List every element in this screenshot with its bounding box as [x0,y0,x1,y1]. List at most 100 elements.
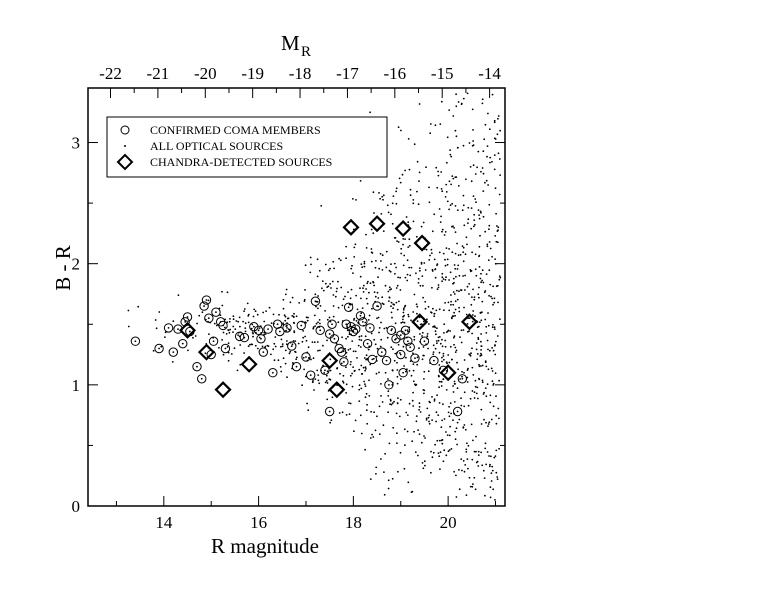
optical-source-dot [304,335,306,338]
optical-source-dot [443,358,445,361]
optical-source-dot [351,264,353,267]
optical-source-dot [369,282,372,284]
optical-source-dot [340,286,343,289]
optical-source-dot [444,231,447,233]
optical-source-dot [477,454,480,456]
optical-source-dot [496,230,499,233]
optical-source-dot [257,347,259,350]
optical-source-dot [344,295,346,298]
optical-source-dot [495,240,498,243]
optical-source-dot [375,260,377,262]
optical-source-dot [390,403,393,406]
optical-source-dot [494,455,497,457]
optical-source-dot [412,363,415,366]
optical-source-dot [326,398,329,401]
optical-source-dot [419,284,422,287]
optical-source-dot [487,112,489,115]
optical-source-dot [485,365,488,368]
optical-source-dot [393,359,396,362]
optical-source-dot [454,346,457,349]
optical-source-dot [468,283,471,285]
optical-source-dot [270,353,272,356]
optical-source-dot [385,327,388,329]
optical-source-dot [474,198,477,200]
optical-source-dot [492,488,495,491]
optical-source-dot [495,212,497,215]
optical-source-dot [446,263,449,266]
optical-source-dot [417,282,420,284]
optical-source-dot [137,305,140,308]
top-tick-label: -18 [289,64,312,83]
optical-source-dot [379,345,382,348]
optical-source-dot [482,393,485,395]
optical-source-dot [281,345,284,348]
optical-source-dot [482,469,485,472]
optical-source-dot [379,252,382,255]
coma-member-point [258,347,269,357]
optical-source-dot [489,247,492,250]
optical-source-dot [384,452,386,455]
optical-source-dot [207,299,210,302]
optical-source-dot [335,290,338,293]
coma-member-point [386,325,396,336]
optical-source-dot [348,303,351,306]
optical-source-dot [367,319,370,321]
optical-source-dot [351,340,354,342]
top-tick-label: -19 [241,64,264,83]
coma-member-point [310,296,321,306]
legend-label-coma: CONFIRMED COMA MEMBERS [150,123,321,137]
optical-source-dot [486,383,489,386]
optical-source-dot [293,331,296,334]
coma-member-point [327,319,337,329]
optical-source-dot [434,347,437,350]
optical-source-dot [471,251,473,254]
optical-source-dot [449,271,452,274]
optical-source-dot [441,276,444,279]
optical-source-dot [434,268,436,271]
optical-source-dot [226,346,229,348]
optical-source-dot [474,173,477,175]
optical-source-dot [481,381,484,384]
optical-source-dot [414,451,417,453]
optical-source-dot [227,359,230,362]
optical-source-dot [350,267,353,270]
optical-source-dot [416,312,418,315]
coma-member-point [398,368,408,378]
optical-source-dot [366,422,369,425]
optical-source-dot [487,423,490,425]
optical-source-dot [360,339,363,342]
optical-source-dot [453,264,456,266]
optical-source-dot [460,458,463,460]
coma-member-center [340,351,343,354]
optical-source-dot [493,154,496,157]
optical-source-dot [456,242,458,245]
optical-source-dot [422,354,425,357]
optical-source-dot [497,152,500,155]
optical-source-dot [396,369,399,371]
optical-source-dot [444,339,447,342]
optical-source-dot [277,359,280,362]
chandra-source-point [197,343,216,361]
optical-source-dot [322,344,324,347]
optical-source-dot [415,415,418,417]
optical-source-dot [480,340,482,343]
optical-source-dot [444,345,447,348]
optical-source-dot [368,395,371,397]
optical-source-dot [453,336,455,339]
optical-source-dot [294,340,297,342]
plot-frame [87,87,506,507]
optical-source-dot [488,128,491,131]
optical-source-dot [456,361,458,364]
optical-source-dot [313,314,316,317]
optical-source-dot [289,350,292,353]
optical-source-dot [434,124,437,127]
optical-source-dot [472,195,475,198]
optical-source-dot [342,381,345,384]
optical-source-dot [396,442,398,444]
optical-source-dot [483,138,486,141]
optical-source-dot [331,396,334,399]
optical-source-dot [490,367,493,370]
optical-source-dot [249,343,251,346]
optical-source-dot [396,402,399,405]
